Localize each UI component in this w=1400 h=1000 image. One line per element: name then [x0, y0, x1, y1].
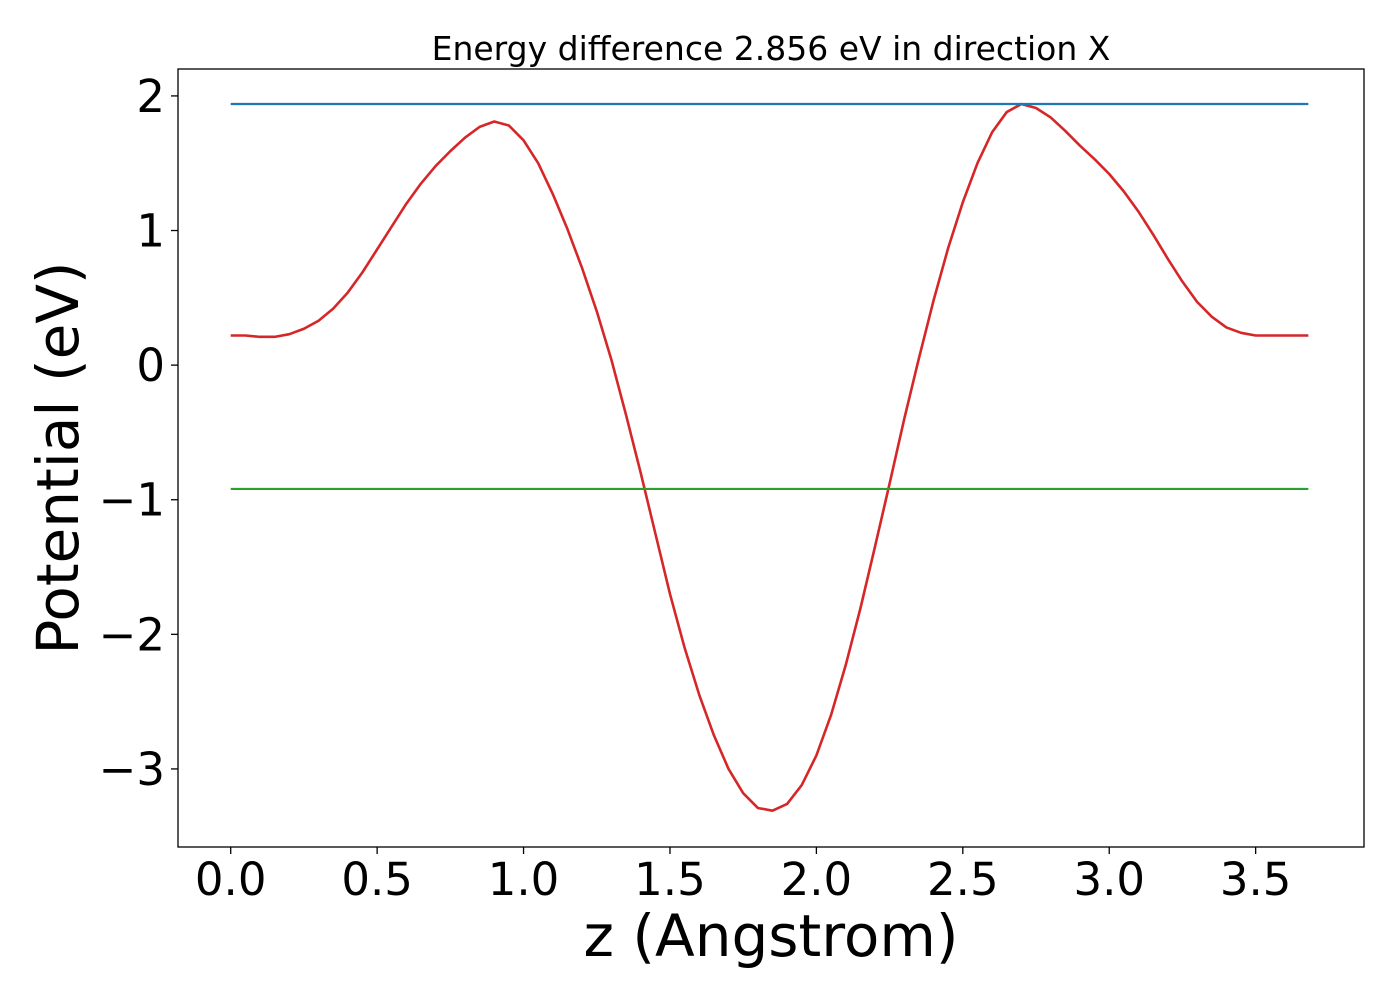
x-ticks: 0.0 0.5 1.0 1.5 2.0 2.5 3.0 3.5 — [195, 847, 1292, 906]
series-layer — [230, 102, 1309, 812]
x-tick-label-6: 3.0 — [1073, 853, 1145, 906]
x-tick-label-7: 3.5 — [1220, 853, 1292, 906]
y-tick-label-2: 0 — [136, 339, 165, 392]
y-tick-label-5: −3 — [99, 743, 165, 796]
x-tick-label-0: 0.0 — [195, 853, 267, 906]
x-tick-label-5: 2.5 — [927, 853, 999, 906]
y-tick-label-3: −1 — [99, 474, 165, 527]
x-tick-label-2: 1.0 — [488, 853, 560, 906]
plot-frame — [177, 68, 1365, 848]
series-line-0 — [230, 102, 1309, 812]
y-tick-label-0: 2 — [136, 70, 165, 123]
x-axis-label: z (Angstrom) — [584, 902, 959, 970]
y-tick-label-1: 1 — [136, 205, 165, 258]
y-tick-label-4: −2 — [99, 608, 165, 661]
x-tick-label-4: 2.0 — [781, 853, 853, 906]
chart-title: Energy difference 2.856 eV in direction … — [432, 29, 1111, 68]
y-ticks: 2 1 0 −1 −2 −3 — [99, 70, 178, 796]
x-tick-label-1: 0.5 — [341, 853, 413, 906]
x-tick-label-3: 1.5 — [634, 853, 706, 906]
y-axis-label: Potential (eV) — [24, 261, 92, 654]
